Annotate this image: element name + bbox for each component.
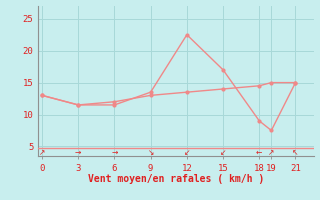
Text: →: → — [75, 148, 81, 157]
Text: ↘: ↘ — [148, 148, 154, 157]
Text: ↖: ↖ — [292, 148, 299, 157]
Text: ↗: ↗ — [39, 148, 45, 157]
X-axis label: Vent moyen/en rafales ( km/h ): Vent moyen/en rafales ( km/h ) — [88, 174, 264, 184]
Text: ←: ← — [256, 148, 262, 157]
Text: ↙: ↙ — [220, 148, 226, 157]
Text: ↙: ↙ — [184, 148, 190, 157]
Text: →: → — [111, 148, 118, 157]
Text: ↗: ↗ — [268, 148, 275, 157]
